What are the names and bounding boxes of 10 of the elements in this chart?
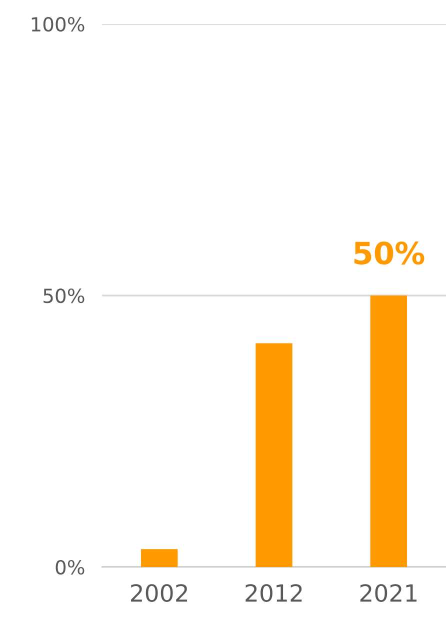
bar [370, 296, 408, 567]
y-tick-label: 0% [56, 560, 84, 575]
y-tick-label: 50% [44, 288, 84, 304]
x-tick-label: 2021 [360, 584, 417, 602]
y-tick-label: 100% [32, 16, 84, 32]
bar [256, 343, 292, 567]
x-tick-label: 2012 [246, 584, 302, 602]
bar [140, 549, 178, 567]
x-tick-label: 2002 [131, 584, 188, 602]
data-label: 50% [354, 241, 424, 265]
